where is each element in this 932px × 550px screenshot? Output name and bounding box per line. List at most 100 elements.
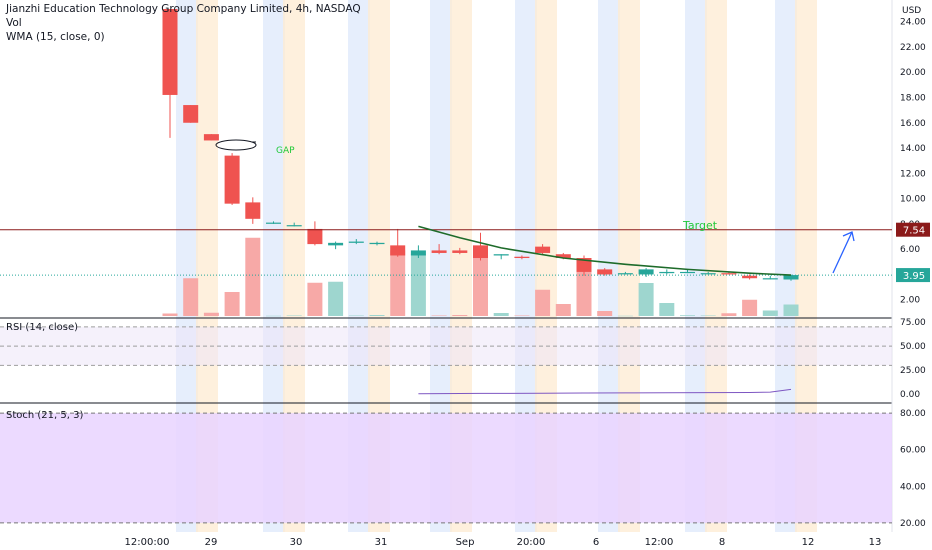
candle-body xyxy=(328,242,344,246)
x-tick-label: 12:00 xyxy=(645,537,674,548)
candle-body xyxy=(721,273,737,275)
session-stripe xyxy=(176,0,198,532)
candle-body xyxy=(680,271,695,274)
y-tick-label: 12.00 xyxy=(900,169,926,179)
volume-bar xyxy=(410,253,426,316)
wma-line xyxy=(418,225,792,276)
stochastic-pane xyxy=(0,412,892,524)
candle-body xyxy=(700,273,716,275)
level-price-tag: 7.54 xyxy=(896,222,930,237)
chart-overlays: GAP Target xyxy=(0,139,892,276)
candle-body xyxy=(348,241,364,243)
candle-body xyxy=(183,105,199,123)
session-stripe xyxy=(535,0,557,532)
volume-bar xyxy=(535,289,551,316)
candle-body xyxy=(535,246,551,253)
volume-bar xyxy=(659,303,675,316)
volume-bar xyxy=(742,299,758,316)
candle-body xyxy=(203,134,219,141)
volume-bar xyxy=(203,312,219,316)
stoch-tick-label: 20.00 xyxy=(900,519,926,529)
volume-bar xyxy=(183,278,199,316)
candle-body xyxy=(473,245,488,259)
volume-bar xyxy=(390,250,406,316)
rsi-line xyxy=(418,388,792,395)
volume-legend: Vol xyxy=(6,17,22,29)
session-stripe xyxy=(515,0,537,532)
candle-body xyxy=(410,250,426,256)
volume-bar xyxy=(555,304,571,316)
volume-bar xyxy=(762,310,778,316)
volume-bar xyxy=(266,315,281,317)
y-tick-label: 10.00 xyxy=(900,195,926,205)
candle-body xyxy=(431,250,447,253)
volume-bar xyxy=(348,315,364,316)
volume-bar xyxy=(369,315,385,316)
x-tick-label: 29 xyxy=(205,537,218,548)
y-tick-label: 6.00 xyxy=(900,245,920,255)
x-tick-label: 31 xyxy=(375,537,388,548)
candle-body xyxy=(390,245,406,256)
volume-bar xyxy=(680,315,695,316)
session-stripe xyxy=(348,0,370,532)
session-stripe xyxy=(685,0,707,532)
session-highlights xyxy=(176,0,817,532)
volume-bar xyxy=(576,269,592,316)
rsi-legend: RSI (14, close) xyxy=(6,322,79,333)
candlestick-series xyxy=(162,9,799,281)
volume-bar xyxy=(783,304,799,316)
stoch-tick-label: 60.00 xyxy=(900,446,926,456)
stoch-legend: Stoch (21, 5, 3) xyxy=(6,410,84,421)
volume-bar xyxy=(224,292,240,316)
session-stripe xyxy=(450,0,472,532)
volume-bar xyxy=(286,315,302,316)
session-stripe xyxy=(430,0,452,532)
x-tick-label: 13 xyxy=(869,537,882,548)
session-stripe xyxy=(283,0,305,532)
candle-body xyxy=(783,275,799,280)
gap-ellipse xyxy=(215,139,257,151)
stoch-tick-label: 40.00 xyxy=(900,482,926,492)
session-stripe xyxy=(263,0,285,532)
volume-bar xyxy=(721,313,737,316)
currency-label: USD xyxy=(902,6,921,16)
candle-body xyxy=(742,275,758,279)
rsi-tick-label: 25.00 xyxy=(900,366,926,376)
last-price-tag: 3.95 xyxy=(896,268,930,283)
x-tick-label: 12:00:00 xyxy=(125,537,170,548)
gap-annotation: GAP xyxy=(276,146,295,156)
volume-bar xyxy=(638,283,654,316)
wma-legend: WMA (15, close, 0) xyxy=(6,31,105,43)
volume-bar xyxy=(700,315,716,316)
candle-body xyxy=(369,242,385,245)
volume-bar xyxy=(162,313,178,316)
x-tick-label: 6 xyxy=(593,537,599,548)
volume-bar xyxy=(514,315,530,316)
volume-bar xyxy=(431,315,447,316)
y-tick-label: 20.00 xyxy=(900,68,926,78)
candle-body xyxy=(307,228,323,245)
rsi-tick-label: 75.00 xyxy=(900,318,926,328)
chart-title: Jianzhi Education Technology Group Compa… xyxy=(6,3,361,15)
x-tick-label: 30 xyxy=(290,537,303,548)
candle-body xyxy=(514,256,530,259)
y-tick-label: 14.00 xyxy=(900,144,926,154)
volume-bar xyxy=(597,311,613,316)
axes: USD2.004.006.008.0010.0012.0014.0016.001… xyxy=(125,6,930,548)
target-annotation: Target xyxy=(682,219,718,232)
candle-body xyxy=(452,250,468,253)
candle-body xyxy=(493,254,509,256)
session-stripe xyxy=(598,0,620,532)
candle-body xyxy=(224,155,240,204)
volume-bar xyxy=(328,281,344,316)
level-price-tag-text: 7.54 xyxy=(903,226,925,237)
y-tick-label: 18.00 xyxy=(900,93,926,103)
x-tick-label: Sep xyxy=(456,537,475,548)
rsi-tick-label: 50.00 xyxy=(900,342,926,352)
candle-body xyxy=(617,273,633,275)
volume-bar xyxy=(493,313,509,316)
session-stripe xyxy=(196,0,218,532)
volume-bar xyxy=(307,282,323,316)
x-tick-label: 8 xyxy=(719,537,725,548)
